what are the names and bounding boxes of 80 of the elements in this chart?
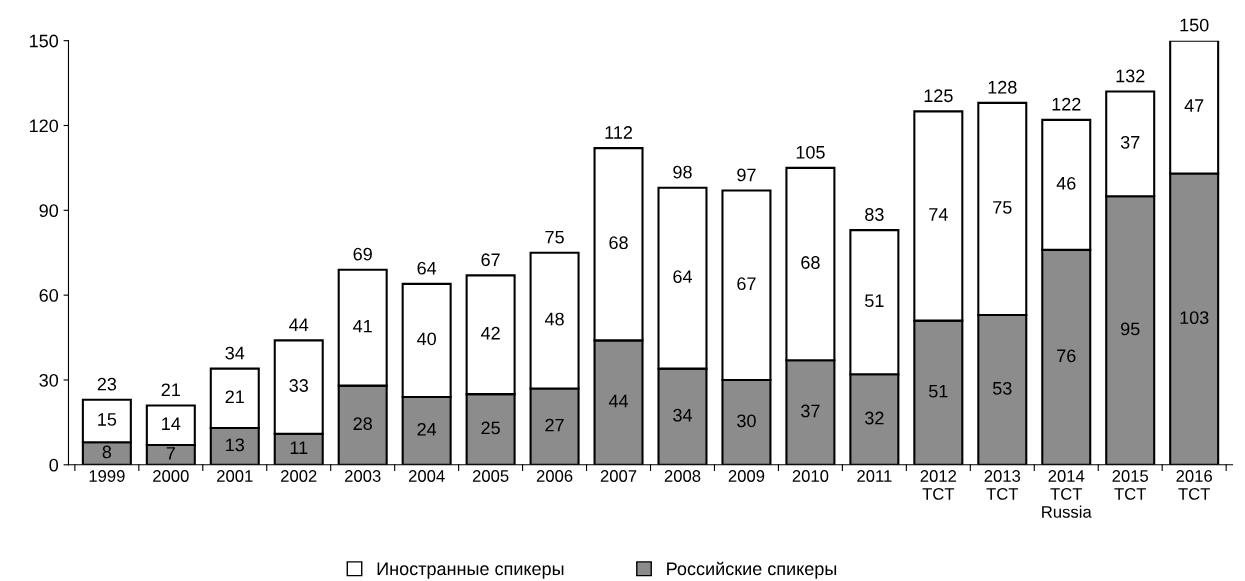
total-label: 64 (417, 261, 437, 275)
data-label: 14 (162, 417, 181, 430)
x-tick-label: 2005 (472, 470, 509, 482)
data-label: 37 (801, 404, 820, 418)
y-tick-label: 30 (39, 373, 59, 387)
data-label: 75 (993, 201, 1012, 214)
total-label: 122 (1052, 97, 1081, 111)
data-label: 34 (673, 408, 693, 422)
data-label: 32 (865, 411, 884, 425)
data-label: 48 (544, 312, 564, 326)
x-tick-label: 2001 (217, 470, 253, 482)
total-label: 98 (673, 165, 692, 179)
data-label: 30 (737, 414, 756, 428)
data-label: 21 (225, 390, 244, 404)
x-tick-label: 1999 (89, 470, 125, 482)
data-label: 67 (737, 277, 756, 291)
data-label: 37 (1120, 135, 1140, 149)
data-label: 47 (1184, 99, 1204, 112)
x-tick-label: 2014 TCT Russia (1042, 470, 1092, 518)
data-label: 41 (353, 319, 372, 333)
data-label: 40 (417, 332, 436, 346)
total-label: 23 (97, 377, 117, 391)
data-label: 44 (608, 394, 629, 408)
total-label: 21 (161, 383, 180, 397)
data-label: 74 (929, 208, 948, 221)
x-tick-label: 2011 (857, 470, 892, 482)
data-label: 24 (417, 422, 437, 436)
legend-label: Российские спикеры (667, 561, 837, 579)
y-tick-label: 90 (39, 204, 59, 218)
y-tick-label: 150 (30, 34, 59, 48)
x-tick-label: 2015 TCT (1112, 470, 1149, 500)
total-label: 105 (796, 145, 825, 159)
y-tick-label: 60 (39, 289, 59, 302)
total-label: 34 (225, 346, 245, 360)
data-label: 28 (353, 417, 372, 431)
x-tick-label: 2010 (792, 470, 829, 482)
total-label: 128 (988, 80, 1017, 94)
y-tick-label: 0 (49, 458, 59, 472)
total-label: 69 (353, 247, 372, 261)
x-tick-label: 2013 TCT (984, 470, 1021, 500)
total-label: 83 (865, 208, 884, 221)
x-tick-label: 2008 (664, 470, 701, 482)
data-label: 51 (929, 384, 948, 398)
x-tick-label: 2003 (344, 470, 381, 482)
data-label: 68 (801, 256, 820, 269)
data-label: 15 (98, 413, 117, 426)
data-label: 42 (480, 326, 500, 340)
legend-label: Иностранные спикеры (377, 562, 564, 579)
data-label: 68 (609, 236, 628, 250)
x-tick-label: 2000 (153, 470, 189, 482)
x-tick-label: 2016 TCT (1176, 470, 1212, 500)
data-label: 8 (102, 445, 112, 459)
total-label: 67 (481, 253, 500, 267)
data-label: 11 (290, 441, 308, 454)
data-label: 51 (865, 294, 884, 308)
total-label: 44 (289, 318, 309, 331)
total-label: 97 (737, 168, 756, 182)
data-label: 103 (1180, 311, 1209, 325)
x-tick-label: 2004 (408, 470, 445, 482)
data-label: 27 (545, 418, 564, 432)
data-label: 95 (1121, 322, 1140, 336)
x-tick-label: 2002 (281, 470, 317, 482)
data-label: 46 (1056, 176, 1076, 190)
data-label: 33 (289, 379, 308, 392)
data-label: 64 (673, 270, 693, 284)
x-tick-label: 2006 (536, 470, 573, 482)
data-label: 7 (166, 447, 175, 460)
total-label: 75 (545, 230, 564, 244)
data-label: 53 (992, 381, 1012, 395)
data-label: 13 (226, 438, 245, 452)
total-label: 132 (1116, 69, 1145, 83)
total-label: 150 (1180, 18, 1209, 32)
x-tick-label: 2012 TCT (920, 470, 957, 500)
y-tick-label: 120 (30, 119, 59, 133)
total-label: 112 (605, 126, 633, 139)
total-label: 125 (924, 89, 953, 103)
x-tick-label: 2007 (600, 470, 637, 482)
data-label: 25 (481, 421, 500, 435)
x-tick-label: 2009 (728, 470, 765, 482)
data-label: 76 (1057, 349, 1076, 363)
